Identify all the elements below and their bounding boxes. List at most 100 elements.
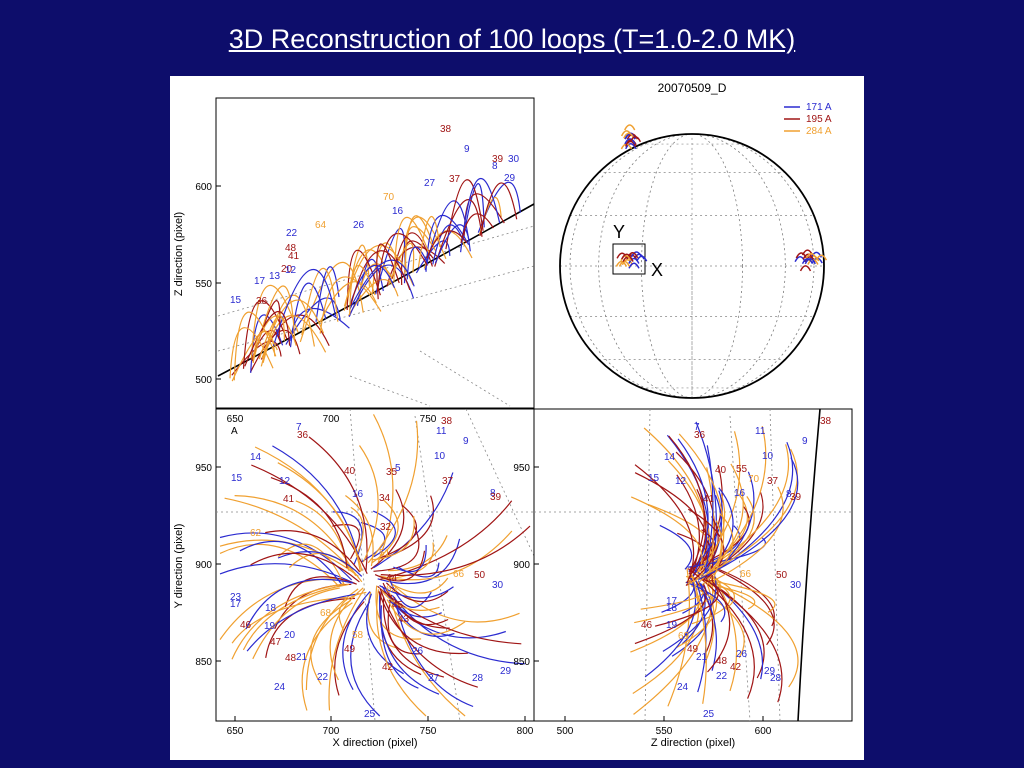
loop-label: 66 [453,569,465,580]
loop-label: 21 [696,652,708,663]
grid-line [644,408,651,722]
coronal-loop [634,584,707,645]
y-tick-label: 900 [513,560,530,571]
coronal-loop [397,562,440,578]
coronal-loop [382,597,445,678]
coronal-loop [328,588,365,711]
loop-label: 49 [344,644,356,655]
loop-label: 10 [434,451,446,462]
coronal-loop [301,268,339,336]
coronal-loop [382,582,450,629]
loop-label: 50 [474,570,486,581]
loop-label: 22 [317,672,329,683]
top-x-tick-label: 700 [323,414,340,425]
top-view-y-ticks: 950 900 850 650 700 750 [195,414,436,668]
coronal-loop [707,579,731,673]
loop-label: 48 [716,656,728,667]
loop-label: 28 [770,673,782,684]
coronal-loop [219,563,356,585]
loop-label: 50 [776,570,788,581]
loop-label: 26 [412,646,424,657]
loop-label: 15 [648,473,660,484]
loop-label: 9 [463,436,469,447]
loop-label: 48 [285,653,297,664]
y-axis-marker: Y [613,222,625,242]
loop-label: 24 [677,682,689,693]
loop-label: 8 [490,488,496,499]
coronal-loop [662,573,717,652]
coronal-loop [252,330,278,363]
coronal-loop [372,515,415,561]
x-tick-label: 500 [557,726,574,737]
loop-label: 29 [504,173,516,184]
coronal-loop [678,433,725,584]
loop-label: 36 [297,430,309,441]
edge-view-x-axis-label: Z direction (pixel) [651,737,735,749]
coronal-loop [393,217,430,283]
loop-label: 9 [802,436,808,447]
loop-label: 16 [352,489,364,500]
coronal-loop [332,524,360,560]
disk-active-regions [615,124,828,272]
coronal-loop [346,249,381,311]
loop-label: 38 [440,124,452,135]
top-x-tick-label: 750 [420,414,437,425]
legend-label: 171 A [806,102,832,113]
loop-label: 46 [240,620,252,631]
coronal-loop [379,500,513,580]
edge-limb-curve [797,408,821,722]
loop-label: 18 [265,603,277,614]
loop-label: 7 [694,422,700,433]
coronal-loop [250,552,360,583]
loop-label: 58 [352,630,364,641]
side-view-y-ticks: 600 550 500 [195,182,221,386]
loop-label: 20 [281,264,293,275]
coronal-loop [379,584,454,599]
coronal-loop [386,246,446,287]
coronal-loop [245,578,354,630]
loop-label: 47 [270,637,282,648]
loop-label: 68 [320,608,332,619]
coronal-loop [224,497,356,575]
coronal-loop [379,504,418,559]
loop-label: 51 [379,548,391,559]
loop-label: 40 [715,465,727,476]
loop-label: 43 [398,614,410,625]
coronal-loop [691,573,707,704]
loop-label: 70 [383,192,395,203]
loop-label: 17 [254,276,266,287]
loop-label: 30 [492,580,504,591]
loop-label: 8 [786,489,792,500]
coronal-loop [392,577,449,594]
y-tick-label: 500 [195,375,212,386]
edge-view-grid [534,408,852,722]
coronal-loop [686,575,776,613]
y-tick-label: 900 [195,560,212,571]
loop-label: 12 [675,476,687,487]
loop-label: 46 [641,620,653,631]
coronal-loop [299,261,364,343]
coronal-loop [319,276,382,334]
active-region-loop [618,260,631,267]
loop-label: 23 [230,592,242,603]
loop-label: 34 [379,493,391,504]
coronal-loop [385,582,449,603]
legend-label: 195 A [806,114,832,125]
active-region-loop [799,265,812,272]
x-tick-label: 600 [755,726,772,737]
loop-label: 41 [288,251,300,262]
loop-label: 24 [274,682,286,693]
loop-label: 16 [734,488,746,499]
coronal-loop [699,583,717,671]
solar-disk [559,133,825,399]
coronal-loop [233,311,277,381]
coronal-loop [372,414,394,563]
grid-line [414,415,461,722]
side-view-grid [217,225,535,407]
active-region-loop [815,254,828,261]
top-view-x-ticks: 650 700 750 800 [227,716,534,737]
